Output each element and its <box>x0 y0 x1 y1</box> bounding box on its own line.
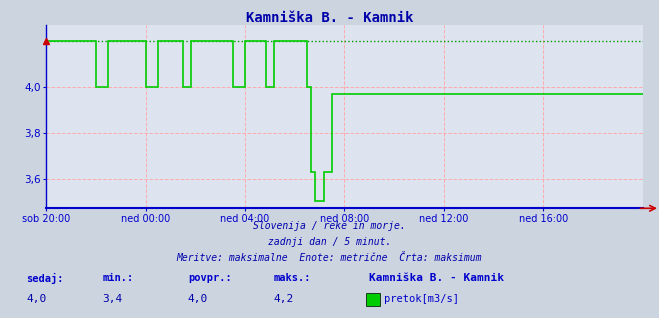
Text: Slovenija / reke in morje.: Slovenija / reke in morje. <box>253 221 406 231</box>
Text: 4,0: 4,0 <box>188 294 208 304</box>
Text: 4,2: 4,2 <box>273 294 294 304</box>
Text: 4,0: 4,0 <box>26 294 47 304</box>
Text: zadnji dan / 5 minut.: zadnji dan / 5 minut. <box>268 237 391 247</box>
Text: min.:: min.: <box>102 273 133 283</box>
Text: 3,4: 3,4 <box>102 294 123 304</box>
Text: pretok[m3/s]: pretok[m3/s] <box>384 294 459 304</box>
Text: Meritve: maksimalne  Enote: metrične  Črta: maksimum: Meritve: maksimalne Enote: metrične Črta… <box>177 253 482 263</box>
Text: maks.:: maks.: <box>273 273 311 283</box>
Text: povpr.:: povpr.: <box>188 273 231 283</box>
Text: Kamniška B. - Kamnik: Kamniška B. - Kamnik <box>369 273 504 283</box>
Text: Kamniška B. - Kamnik: Kamniška B. - Kamnik <box>246 11 413 25</box>
Text: sedaj:: sedaj: <box>26 273 64 284</box>
